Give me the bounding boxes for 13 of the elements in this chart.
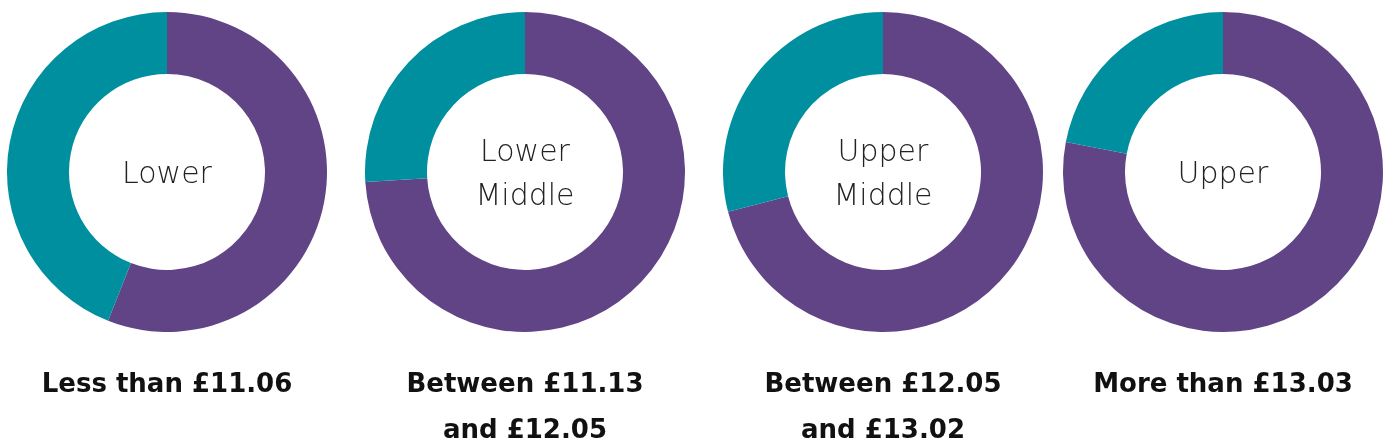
donut-slice [728,12,1043,332]
donut-slice [1065,12,1223,154]
donut-slice [1063,12,1383,332]
donut-slice [108,12,327,332]
text: Less than £11.06 [41,368,293,398]
donut-slice [365,12,685,332]
text: Upper [1177,154,1270,190]
text: More than £13.03 [1093,368,1353,398]
text: Between £12.05 and £13.02 [764,368,1002,443]
text: Between £11.13 and £12.05 [406,368,644,443]
text: Lower Middle [475,132,575,212]
text: Upper Middle [833,132,933,212]
text: Lower [122,154,213,190]
